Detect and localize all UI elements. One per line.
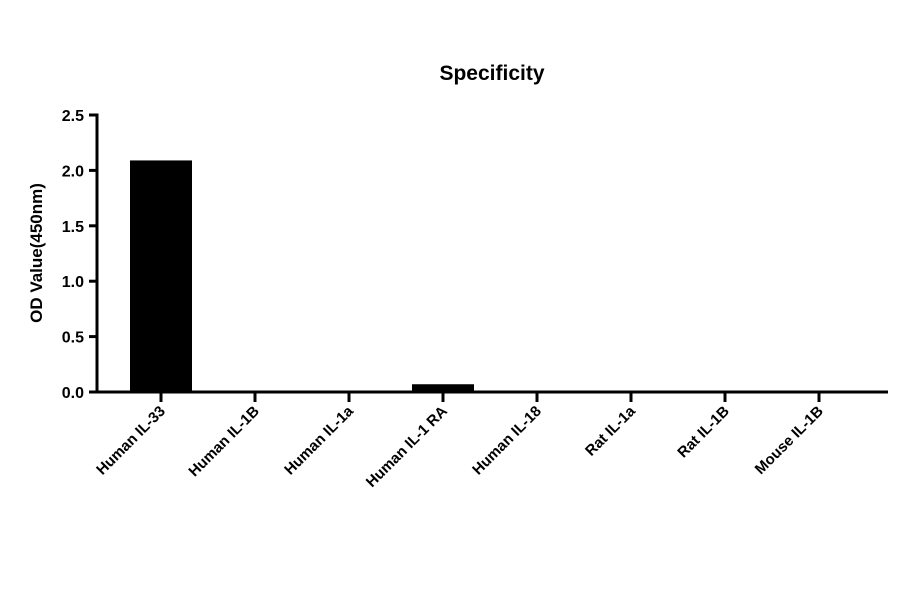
- y-tick-label: 0.0: [62, 385, 84, 402]
- y-tick-label: 2.0: [62, 163, 84, 180]
- x-tick-label: Mouse IL-1B: [752, 403, 827, 478]
- x-tick-label: Rat IL-1a: [582, 402, 639, 459]
- x-tick-label: Human IL-1a: [281, 402, 357, 478]
- x-tick-label: Human IL-18: [469, 403, 545, 479]
- y-tick-label: 2.5: [62, 108, 84, 125]
- y-axis-label: OD Value(450nm): [27, 183, 46, 323]
- x-tick-label: Rat IL-1B: [674, 403, 733, 462]
- bar: [130, 160, 192, 392]
- x-tick-label: Human IL-1 RA: [363, 403, 451, 491]
- y-tick-label: 1.5: [62, 219, 84, 236]
- y-tick-label: 0.5: [62, 330, 84, 347]
- chart-title: Specificity: [439, 62, 544, 85]
- bar: [412, 384, 474, 392]
- x-tick-label: Human IL-33: [93, 403, 169, 479]
- x-tick-label: Human IL-1B: [185, 403, 263, 481]
- y-tick-label: 1.0: [62, 274, 84, 291]
